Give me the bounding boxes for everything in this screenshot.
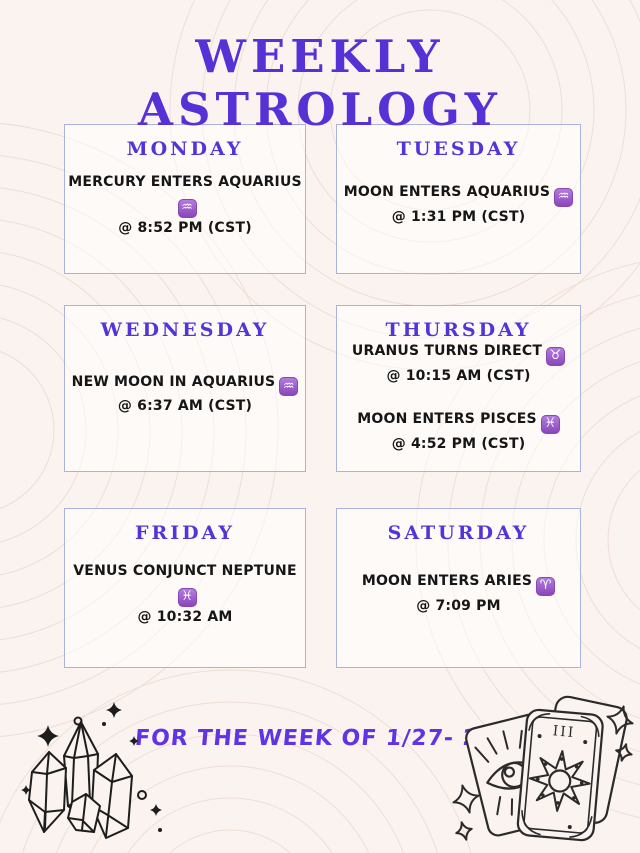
card-wednesday: WEDNESDAY NEW MOON IN AQUARIUS ♒ @ 6:37 A… xyxy=(64,305,306,472)
event-time: @ 4:52 PM (CST) xyxy=(391,435,526,452)
event-label: MOON ENTERS AQUARIUS xyxy=(343,184,551,201)
event-label: URANUS TURNS DIRECT xyxy=(351,343,543,359)
aquarius-icon: ♒ xyxy=(177,198,197,218)
sparkles xyxy=(452,705,634,841)
events-list: VENUS CONJUNCT NEPTUNE ♓ @ 10:32 AM xyxy=(65,544,305,667)
event: MOON ENTERS PISCES ♓ @ 4:52 PM (CST) xyxy=(337,409,580,455)
card-saturday: SATURDAY MOON ENTERS ARIES ♈ @ 7:09 PM xyxy=(336,508,581,668)
events-list: MERCURY ENTERS AQUARIUS ♒ @ 8:52 PM (CST) xyxy=(65,160,305,273)
event-time: @ 7:09 PM xyxy=(416,597,501,614)
events-list: MOON ENTERS ARIES ♈ @ 7:09 PM xyxy=(337,544,580,667)
aquarius-icon: ♒ xyxy=(554,187,574,207)
event-label: MOON ENTERS ARIES xyxy=(361,573,533,590)
event: NEW MOON IN AQUARIUS ♒ @ 6:37 AM (CST) xyxy=(65,372,305,418)
event: URANUS TURNS DIRECT ♉ @ 10:15 AM (CST) xyxy=(337,341,580,387)
event-time: @ 8:52 PM (CST) xyxy=(118,219,252,236)
aquarius-icon: ♒ xyxy=(279,377,299,397)
event-label: VENUS CONJUNCT NEPTUNE xyxy=(73,562,297,579)
crystal-front-small xyxy=(67,793,101,833)
event-time: @ 6:37 AM (CST) xyxy=(117,398,253,415)
circle-sparkle xyxy=(73,716,83,726)
event: MOON ENTERS ARIES ♈ @ 7:09 PM xyxy=(337,571,580,617)
eight-point-star-icon xyxy=(528,750,591,812)
pisces-icon: ♓ xyxy=(540,414,560,434)
day-header: SATURDAY xyxy=(387,522,530,544)
event-label: MOON ENTERS PISCES xyxy=(357,411,537,428)
card-friday: FRIDAY VENUS CONJUNCT NEPTUNE ♓ @ 10:32 A… xyxy=(64,508,306,668)
events-list: NEW MOON IN AQUARIUS ♒ @ 6:37 AM (CST) xyxy=(65,341,305,471)
page-title: WEEKLY ASTROLOGY xyxy=(138,30,502,136)
week-range-label: FOR THE WEEK OF 1/27- 2/1 xyxy=(134,726,506,751)
event-time: @ 10:32 AM xyxy=(137,608,233,625)
day-header: MONDAY xyxy=(126,138,244,160)
events-list: URANUS TURNS DIRECT ♉ @ 10:15 AM (CST) MO… xyxy=(337,341,580,478)
events-list: MOON ENTERS AQUARIUS ♒ @ 1:31 PM (CST) xyxy=(337,160,580,273)
tarot-star-card: III xyxy=(516,708,604,842)
event-label: MERCURY ENTERS AQUARIUS xyxy=(68,173,302,190)
crystal-left xyxy=(28,751,67,833)
tarot-cards-illustration: III xyxy=(452,695,634,842)
event-label: NEW MOON IN AQUARIUS xyxy=(71,373,276,390)
card-thursday: THURSDAY URANUS TURNS DIRECT ♉ @ 10:15 AM… xyxy=(336,305,581,472)
circle-sparkle xyxy=(137,790,147,800)
day-header: FRIDAY xyxy=(134,522,235,544)
roman-numeral-three: III xyxy=(552,723,576,741)
sparkles xyxy=(21,702,162,832)
crystal-right xyxy=(91,753,133,839)
event-time: @ 1:31 PM (CST) xyxy=(391,208,526,225)
crystals-illustration xyxy=(21,702,162,839)
event: VENUS CONJUNCT NEPTUNE ♓ @ 10:32 AM xyxy=(65,561,305,629)
card-monday: MONDAY MERCURY ENTERS AQUARIUS ♒ @ 8:52 P… xyxy=(64,124,306,274)
aries-icon: ♈ xyxy=(536,576,556,596)
taurus-icon: ♉ xyxy=(546,346,566,366)
event: MOON ENTERS AQUARIUS ♒ @ 1:31 PM (CST) xyxy=(337,182,580,228)
day-header: TUESDAY xyxy=(396,138,521,160)
day-header: WEDNESDAY xyxy=(100,319,270,341)
day-header: THURSDAY xyxy=(385,319,532,341)
card-tuesday: TUESDAY MOON ENTERS AQUARIUS ♒ @ 1:31 PM … xyxy=(336,124,581,274)
pisces-icon: ♓ xyxy=(177,587,197,607)
event: MERCURY ENTERS AQUARIUS ♒ @ 8:52 PM (CST) xyxy=(65,172,305,240)
event-time: @ 10:15 AM (CST) xyxy=(386,367,531,384)
